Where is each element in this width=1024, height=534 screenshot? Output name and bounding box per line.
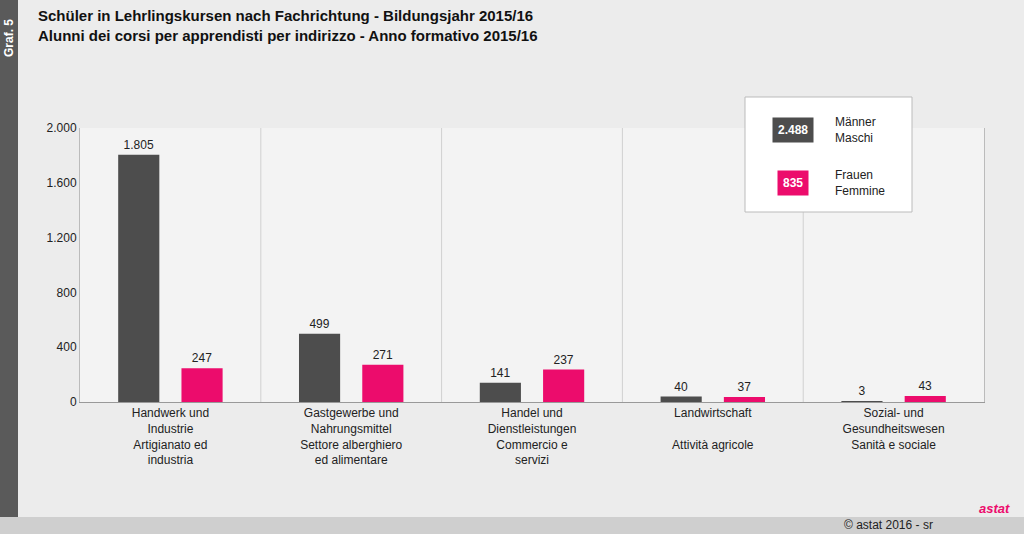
svg-text:Handwerk undIndustrieArtigiana: Handwerk undIndustrieArtigianato edindus…: [132, 406, 209, 467]
svg-text:1.805: 1.805: [124, 138, 154, 152]
svg-text:3: 3: [858, 384, 865, 398]
svg-text:Sozial- undGesundheitswesenSan: Sozial- undGesundheitswesenSanità e soci…: [843, 406, 945, 451]
svg-text:37: 37: [738, 380, 752, 394]
svg-text:43: 43: [918, 379, 932, 393]
svg-text:Graf. 5: Graf. 5: [2, 19, 16, 57]
svg-text:141: 141: [490, 366, 510, 380]
svg-text:271: 271: [373, 348, 393, 362]
svg-text:Gastgewerbe undNahrungsmittelS: Gastgewerbe undNahrungsmittelSettore alb…: [300, 406, 402, 467]
svg-text:1.200: 1.200: [47, 231, 77, 245]
svg-text:FrauenFemmine: FrauenFemmine: [835, 168, 885, 198]
svg-text:247: 247: [192, 351, 212, 365]
svg-text:astat: astat: [979, 501, 1010, 516]
svg-text:MännerMaschi: MännerMaschi: [835, 115, 876, 145]
svg-text:800: 800: [57, 286, 77, 300]
svg-text:499: 499: [309, 317, 329, 331]
svg-text:2.488: 2.488: [778, 123, 808, 137]
svg-text:835: 835: [783, 176, 803, 190]
svg-text:Handel undDienstleistungenComm: Handel undDienstleistungenCommercio eser…: [488, 406, 577, 467]
svg-text:2.000: 2.000: [47, 121, 77, 135]
svg-text:Schüler in Lehrlingskursen nac: Schüler in Lehrlingskursen nach Fachrich…: [38, 7, 538, 44]
svg-text:LandwirtschaftAttività agricol: LandwirtschaftAttività agricole: [672, 406, 754, 451]
svg-text:© astat 2016 - sr: © astat 2016 - sr: [844, 518, 933, 532]
svg-text:40: 40: [674, 380, 688, 394]
svg-text:237: 237: [553, 353, 573, 367]
svg-text:400: 400: [57, 340, 77, 354]
svg-text:1.600: 1.600: [47, 176, 77, 190]
svg-text:0: 0: [70, 395, 77, 409]
